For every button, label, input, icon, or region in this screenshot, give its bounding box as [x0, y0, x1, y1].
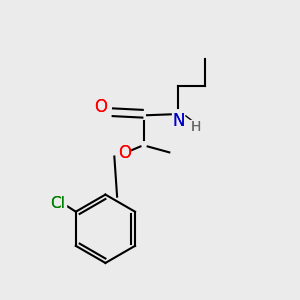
Text: H: H [191, 120, 201, 134]
Text: Cl: Cl [50, 196, 65, 211]
Bar [172, 114, 184, 128]
Text: O: O [118, 144, 131, 162]
Text: Cl: Cl [50, 196, 65, 211]
Bar [50, 197, 66, 210]
Bar [95, 100, 106, 114]
Text: O: O [94, 98, 107, 116]
Text: O: O [118, 144, 131, 162]
Bar [119, 146, 130, 160]
Bar [190, 120, 202, 134]
Text: N: N [172, 112, 184, 130]
Text: N: N [172, 112, 184, 130]
Text: H: H [191, 120, 201, 134]
Text: O: O [94, 98, 107, 116]
